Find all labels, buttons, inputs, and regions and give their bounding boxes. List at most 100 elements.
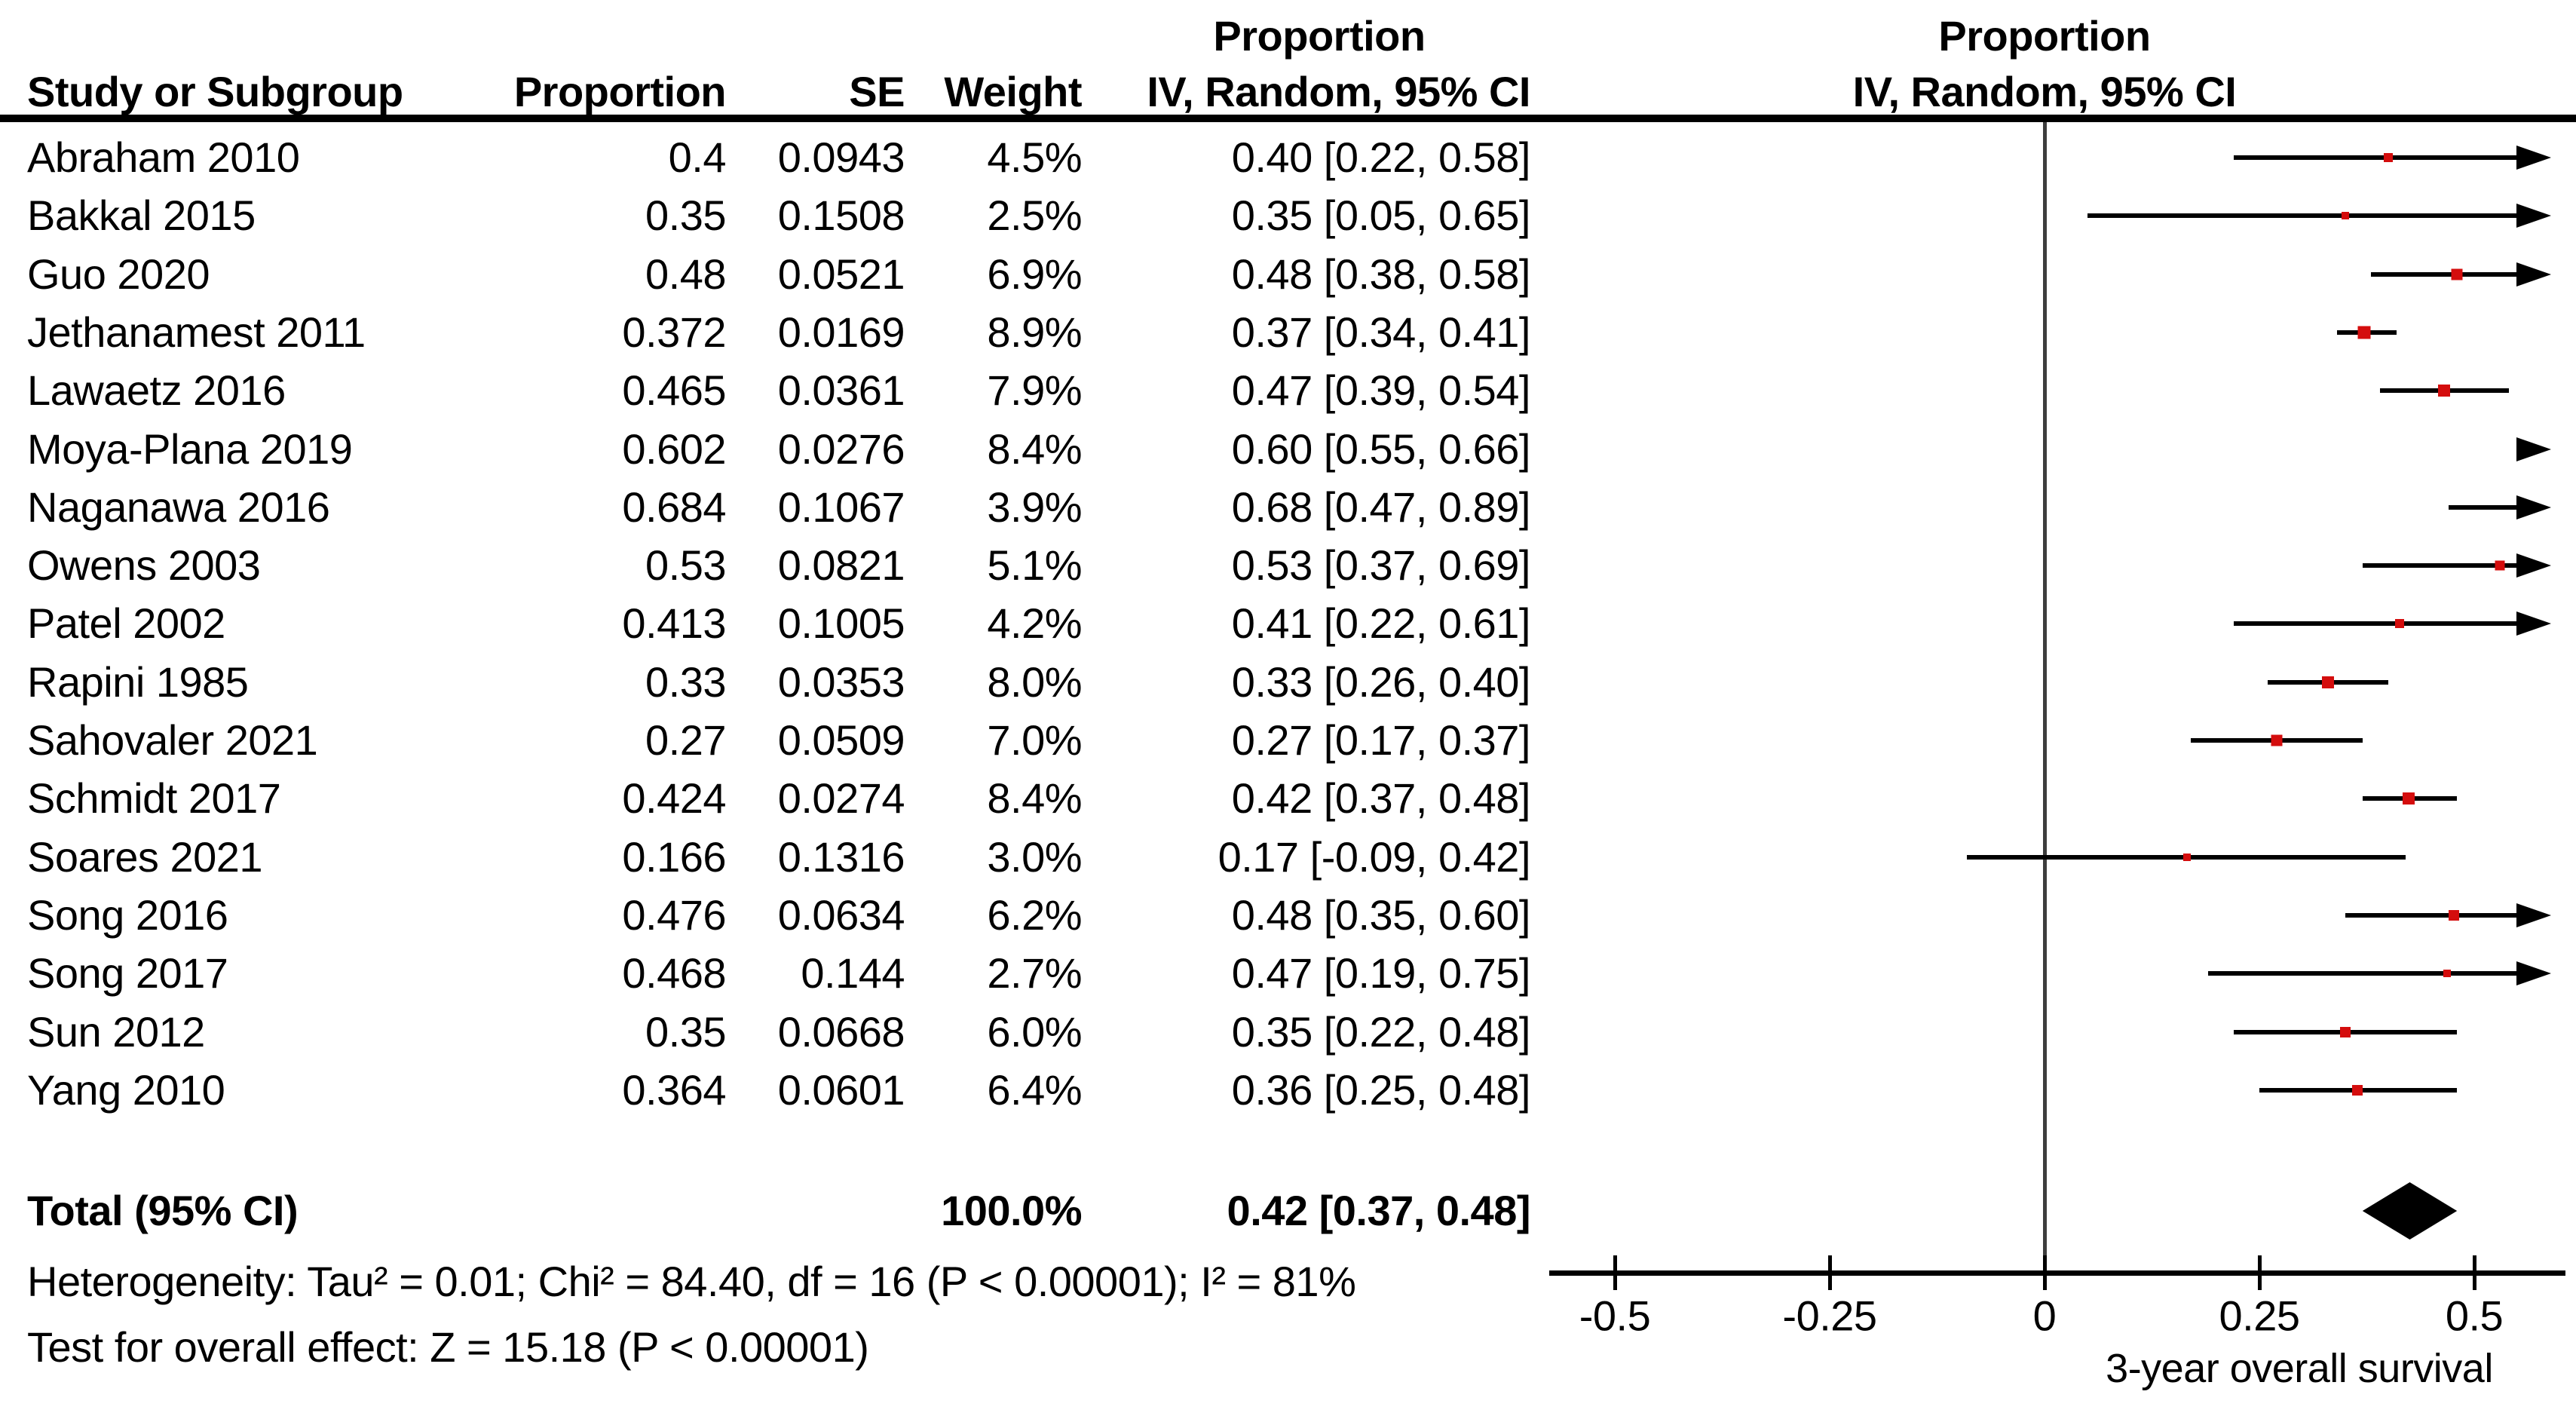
study-weight: 2.5% <box>987 192 1082 239</box>
weight-column-header: Weight <box>944 68 1082 115</box>
study-ci-text: 0.48 [0.35, 0.60] <box>1231 891 1531 939</box>
study-se: 0.0634 <box>777 891 905 939</box>
ci-clipped-arrow-icon <box>2516 903 2551 927</box>
study-name: Sahovaler 2021 <box>27 716 318 764</box>
total-row-weight: 100.0% <box>941 1187 1082 1234</box>
study-ci-text: 0.42 [0.37, 0.48] <box>1231 774 1531 822</box>
study-weight: 8.0% <box>987 658 1082 706</box>
x-axis-tick <box>1613 1255 1617 1290</box>
ci-clipped-arrow-icon <box>2516 204 2551 228</box>
study-name: Rapini 1985 <box>27 658 249 706</box>
study-name: Song 2017 <box>27 949 228 997</box>
study-proportion: 0.465 <box>622 366 726 414</box>
ci-line <box>2233 155 2516 160</box>
study-marker <box>2183 854 2192 861</box>
total-row-ci: 0.42 [0.37, 0.48] <box>1227 1187 1531 1234</box>
ci-clipped-arrow-icon <box>2516 553 2551 578</box>
x-axis-tick <box>2043 1255 2047 1290</box>
study-marker <box>2271 734 2283 746</box>
study-ci-text: 0.48 [0.38, 0.58] <box>1231 250 1531 298</box>
ci-line <box>2233 621 2516 626</box>
ci-column-header: IV, Random, 95% CI <box>1147 68 1530 115</box>
proportion-column-header: Proportion <box>513 68 727 115</box>
study-weight: 3.0% <box>987 833 1082 881</box>
study-ci-text: 0.53 [0.37, 0.69] <box>1231 541 1531 589</box>
ci-clipped-arrow-icon <box>2516 495 2551 519</box>
x-axis-line <box>1549 1270 2565 1276</box>
study-weight: 8.4% <box>987 774 1082 822</box>
study-weight: 6.9% <box>987 250 1082 298</box>
study-marker <box>2357 326 2371 339</box>
study-name: Abraham 2010 <box>27 133 300 181</box>
study-weight: 3.9% <box>987 483 1082 531</box>
study-se: 0.0274 <box>777 774 905 822</box>
header-rule <box>0 115 2576 122</box>
study-name: Yang 2010 <box>27 1066 225 1114</box>
study-se: 0.0169 <box>777 308 905 356</box>
study-name: Lawaetz 2016 <box>27 366 286 414</box>
study-ci-text: 0.37 [0.34, 0.41] <box>1231 308 1531 356</box>
x-axis-tick-label: 0.25 <box>2219 1292 2301 1340</box>
study-ci-text: 0.35 [0.22, 0.48] <box>1231 1008 1531 1056</box>
study-weight: 6.0% <box>987 1008 1082 1056</box>
study-proportion: 0.33 <box>645 658 727 706</box>
study-ci-text: 0.41 [0.22, 0.61] <box>1231 599 1531 647</box>
study-name: Sun 2012 <box>27 1008 205 1056</box>
x-axis-tick-label: -0.5 <box>1579 1292 1651 1340</box>
study-proportion: 0.166 <box>622 833 726 881</box>
x-axis-title: 3-year overall survival <box>2106 1346 2493 1391</box>
study-se: 0.1005 <box>777 599 905 647</box>
study-name: Song 2016 <box>27 891 228 939</box>
study-weight: 8.4% <box>987 425 1082 473</box>
study-marker <box>2384 153 2393 162</box>
study-se: 0.0943 <box>777 133 905 181</box>
study-proportion: 0.476 <box>622 891 726 939</box>
study-se: 0.0509 <box>777 716 905 764</box>
ci-clipped-arrow-icon <box>2516 611 2551 636</box>
study-marker <box>2351 1085 2363 1096</box>
study-ci-text: 0.35 [0.05, 0.65] <box>1231 192 1531 239</box>
x-axis-tick <box>2258 1255 2262 1290</box>
study-name: Moya-Plana 2019 <box>27 425 353 473</box>
study-proportion: 0.413 <box>622 599 726 647</box>
x-axis-tick-label: 0 <box>2032 1292 2057 1340</box>
study-proportion: 0.53 <box>645 541 727 589</box>
study-se: 0.0821 <box>777 541 905 589</box>
study-ci-text: 0.68 [0.47, 0.89] <box>1231 483 1531 531</box>
study-marker <box>2438 385 2451 397</box>
study-name: Soares 2021 <box>27 833 263 881</box>
study-marker <box>2403 792 2415 805</box>
ci-line <box>2448 505 2516 510</box>
study-proportion: 0.424 <box>622 774 726 822</box>
study-se: 0.0668 <box>777 1008 905 1056</box>
study-se: 0.1316 <box>777 833 905 881</box>
total-diamond <box>2362 1182 2458 1240</box>
heterogeneity-note: Heterogeneity: Tau² = 0.01; Chi² = 84.40… <box>27 1258 1356 1305</box>
study-name: Patel 2002 <box>27 599 225 647</box>
study-marker <box>2443 970 2451 977</box>
study-se: 0.1067 <box>777 483 905 531</box>
study-proportion: 0.4 <box>668 133 727 181</box>
ci-line <box>2345 913 2516 918</box>
ci-line <box>2362 563 2516 568</box>
study-proportion: 0.35 <box>645 1008 727 1056</box>
study-proportion: 0.684 <box>622 483 726 531</box>
study-marker <box>2342 212 2349 219</box>
study-proportion: 0.468 <box>622 949 726 997</box>
study-weight: 2.7% <box>987 949 1082 997</box>
study-marker <box>2451 268 2463 280</box>
study-se: 0.1508 <box>777 192 905 239</box>
study-proportion: 0.48 <box>645 250 727 298</box>
study-ci-text: 0.60 [0.55, 0.66] <box>1231 425 1531 473</box>
study-se: 0.0361 <box>777 366 905 414</box>
study-weight: 5.1% <box>987 541 1082 589</box>
x-axis-tick-label: -0.25 <box>1782 1292 1877 1340</box>
study-ci-text: 0.47 [0.19, 0.75] <box>1231 949 1531 997</box>
ci-line <box>2371 272 2516 277</box>
ci-clipped-arrow-icon <box>2516 961 2551 985</box>
study-name: Bakkal 2015 <box>27 192 256 239</box>
x-axis-tick <box>2473 1255 2476 1290</box>
study-weight: 6.4% <box>987 1066 1082 1114</box>
ci-clipped-arrow-icon <box>2516 437 2551 461</box>
